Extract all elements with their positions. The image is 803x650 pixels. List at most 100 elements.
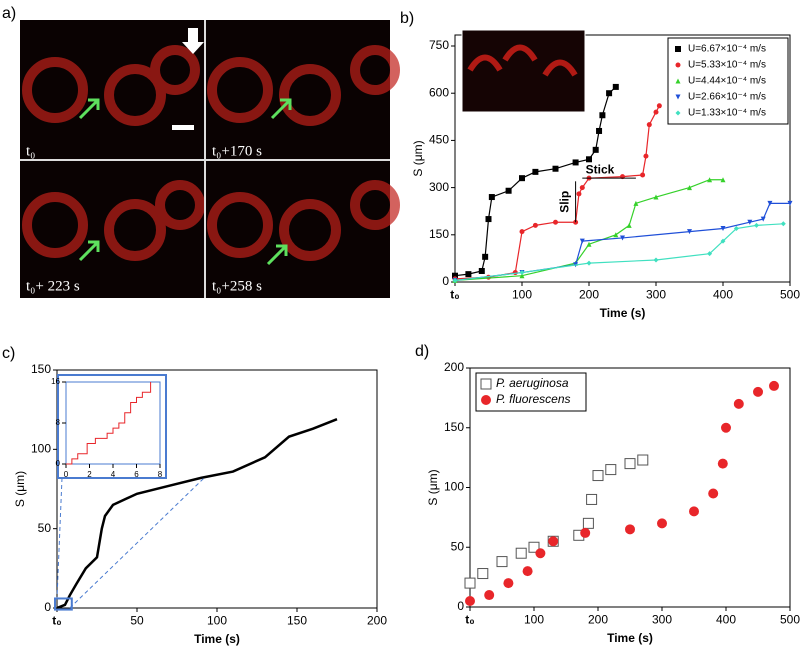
- point: [653, 109, 659, 115]
- point: [596, 127, 603, 134]
- legend-label: U=6.67×10⁻⁴ m/s: [688, 44, 766, 55]
- y-tick-label: 0: [442, 274, 449, 288]
- y-tick-label: 0: [44, 600, 51, 614]
- x-tick-label: t₀: [52, 613, 61, 627]
- x-tick-label: 500: [780, 612, 800, 626]
- x-tick-label: 500: [780, 287, 800, 301]
- x-tick-label: t₀: [465, 612, 474, 626]
- point: [488, 194, 495, 201]
- legend-marker: [675, 78, 681, 84]
- point: [657, 518, 667, 529]
- point: [754, 222, 759, 228]
- point: [579, 185, 585, 191]
- y-tick-label: 0: [457, 599, 464, 613]
- frame-label: t₀+258 s: [212, 278, 262, 294]
- panel-label: b): [400, 10, 414, 27]
- point: [687, 185, 692, 191]
- y-axis-label: S (μm): [411, 140, 425, 176]
- point: [606, 90, 613, 97]
- y-tick-label: 100: [31, 442, 51, 456]
- point: [707, 177, 713, 183]
- x-tick-label: 50: [130, 613, 144, 627]
- point: [717, 458, 728, 469]
- y-tick-label: 50: [38, 521, 52, 535]
- point: [633, 200, 639, 206]
- point: [599, 112, 606, 119]
- point: [535, 548, 546, 559]
- point: [753, 386, 763, 397]
- plot-frame: [454, 34, 791, 283]
- point: [643, 153, 649, 159]
- point: [720, 238, 726, 244]
- x-tick-label: 0: [64, 470, 69, 479]
- point: [707, 251, 713, 257]
- x-tick-label: 200: [367, 613, 387, 627]
- zoom-connector: [69, 477, 205, 609]
- point: [503, 578, 514, 589]
- point: [532, 168, 539, 175]
- legend-marker: [675, 94, 681, 100]
- legend-marker: [675, 46, 681, 52]
- point: [519, 175, 525, 182]
- inset-texture: [467, 44, 578, 77]
- point: [653, 257, 659, 263]
- panel-label: a): [2, 5, 16, 22]
- x-tick-label: 300: [646, 287, 666, 301]
- point: [519, 273, 525, 279]
- point: [482, 253, 489, 260]
- cell-texture: [22, 45, 400, 261]
- point: [586, 260, 592, 266]
- x-tick-label: 100: [524, 612, 544, 626]
- y-tick-label: 600: [429, 85, 449, 99]
- legend-marker: [675, 110, 681, 116]
- y-tick-label: 200: [444, 360, 464, 374]
- point: [496, 556, 508, 568]
- x-tick-label: 150: [287, 613, 307, 627]
- point: [465, 271, 472, 278]
- x-tick-label: 8: [158, 470, 163, 479]
- legend-label: U=1.33×10⁻⁴ m/s: [688, 108, 766, 119]
- point: [625, 524, 635, 535]
- x-tick-label: 100: [512, 287, 532, 301]
- point: [687, 229, 692, 235]
- point: [586, 241, 592, 247]
- scale-bar: [172, 125, 194, 130]
- legend-label: U=5.33×10⁻⁴ m/s: [688, 60, 766, 71]
- y-tick-label: 100: [444, 480, 464, 494]
- y-tick-label: 0: [56, 459, 61, 468]
- point: [464, 577, 476, 589]
- plot-frame: [65, 381, 161, 465]
- legend-label: U=4.44×10⁻⁴ m/s: [688, 76, 766, 87]
- point: [646, 122, 652, 128]
- point: [689, 506, 699, 517]
- point: [553, 219, 558, 225]
- x-tick-label: 400: [716, 612, 736, 626]
- legend-marker: [480, 378, 492, 390]
- y-tick-label: 50: [451, 539, 465, 553]
- series-line: [454, 105, 660, 280]
- point: [478, 267, 485, 274]
- point: [582, 517, 594, 529]
- x-tick-label: 2: [87, 470, 92, 479]
- x-tick-label: 300: [652, 612, 672, 626]
- series-line: [56, 418, 338, 610]
- legend-box: [475, 372, 587, 412]
- frame-label: t₀: [26, 143, 35, 159]
- point: [721, 422, 731, 433]
- x-tick-label: 100: [207, 613, 227, 627]
- point: [519, 270, 525, 276]
- inset-line: [66, 382, 152, 465]
- point: [720, 226, 726, 232]
- annotation: Slip: [558, 191, 572, 213]
- y-tick-label: 450: [429, 133, 449, 147]
- point: [580, 527, 591, 538]
- y-axis-label: S (μm): [13, 471, 27, 507]
- legend-box: [667, 37, 789, 125]
- point: [640, 172, 646, 178]
- point: [767, 200, 773, 206]
- annotation: Stick: [586, 162, 615, 176]
- y-tick-label: 150: [31, 362, 51, 376]
- x-tick-label: 400: [713, 287, 733, 301]
- point: [586, 156, 592, 163]
- point: [465, 596, 475, 607]
